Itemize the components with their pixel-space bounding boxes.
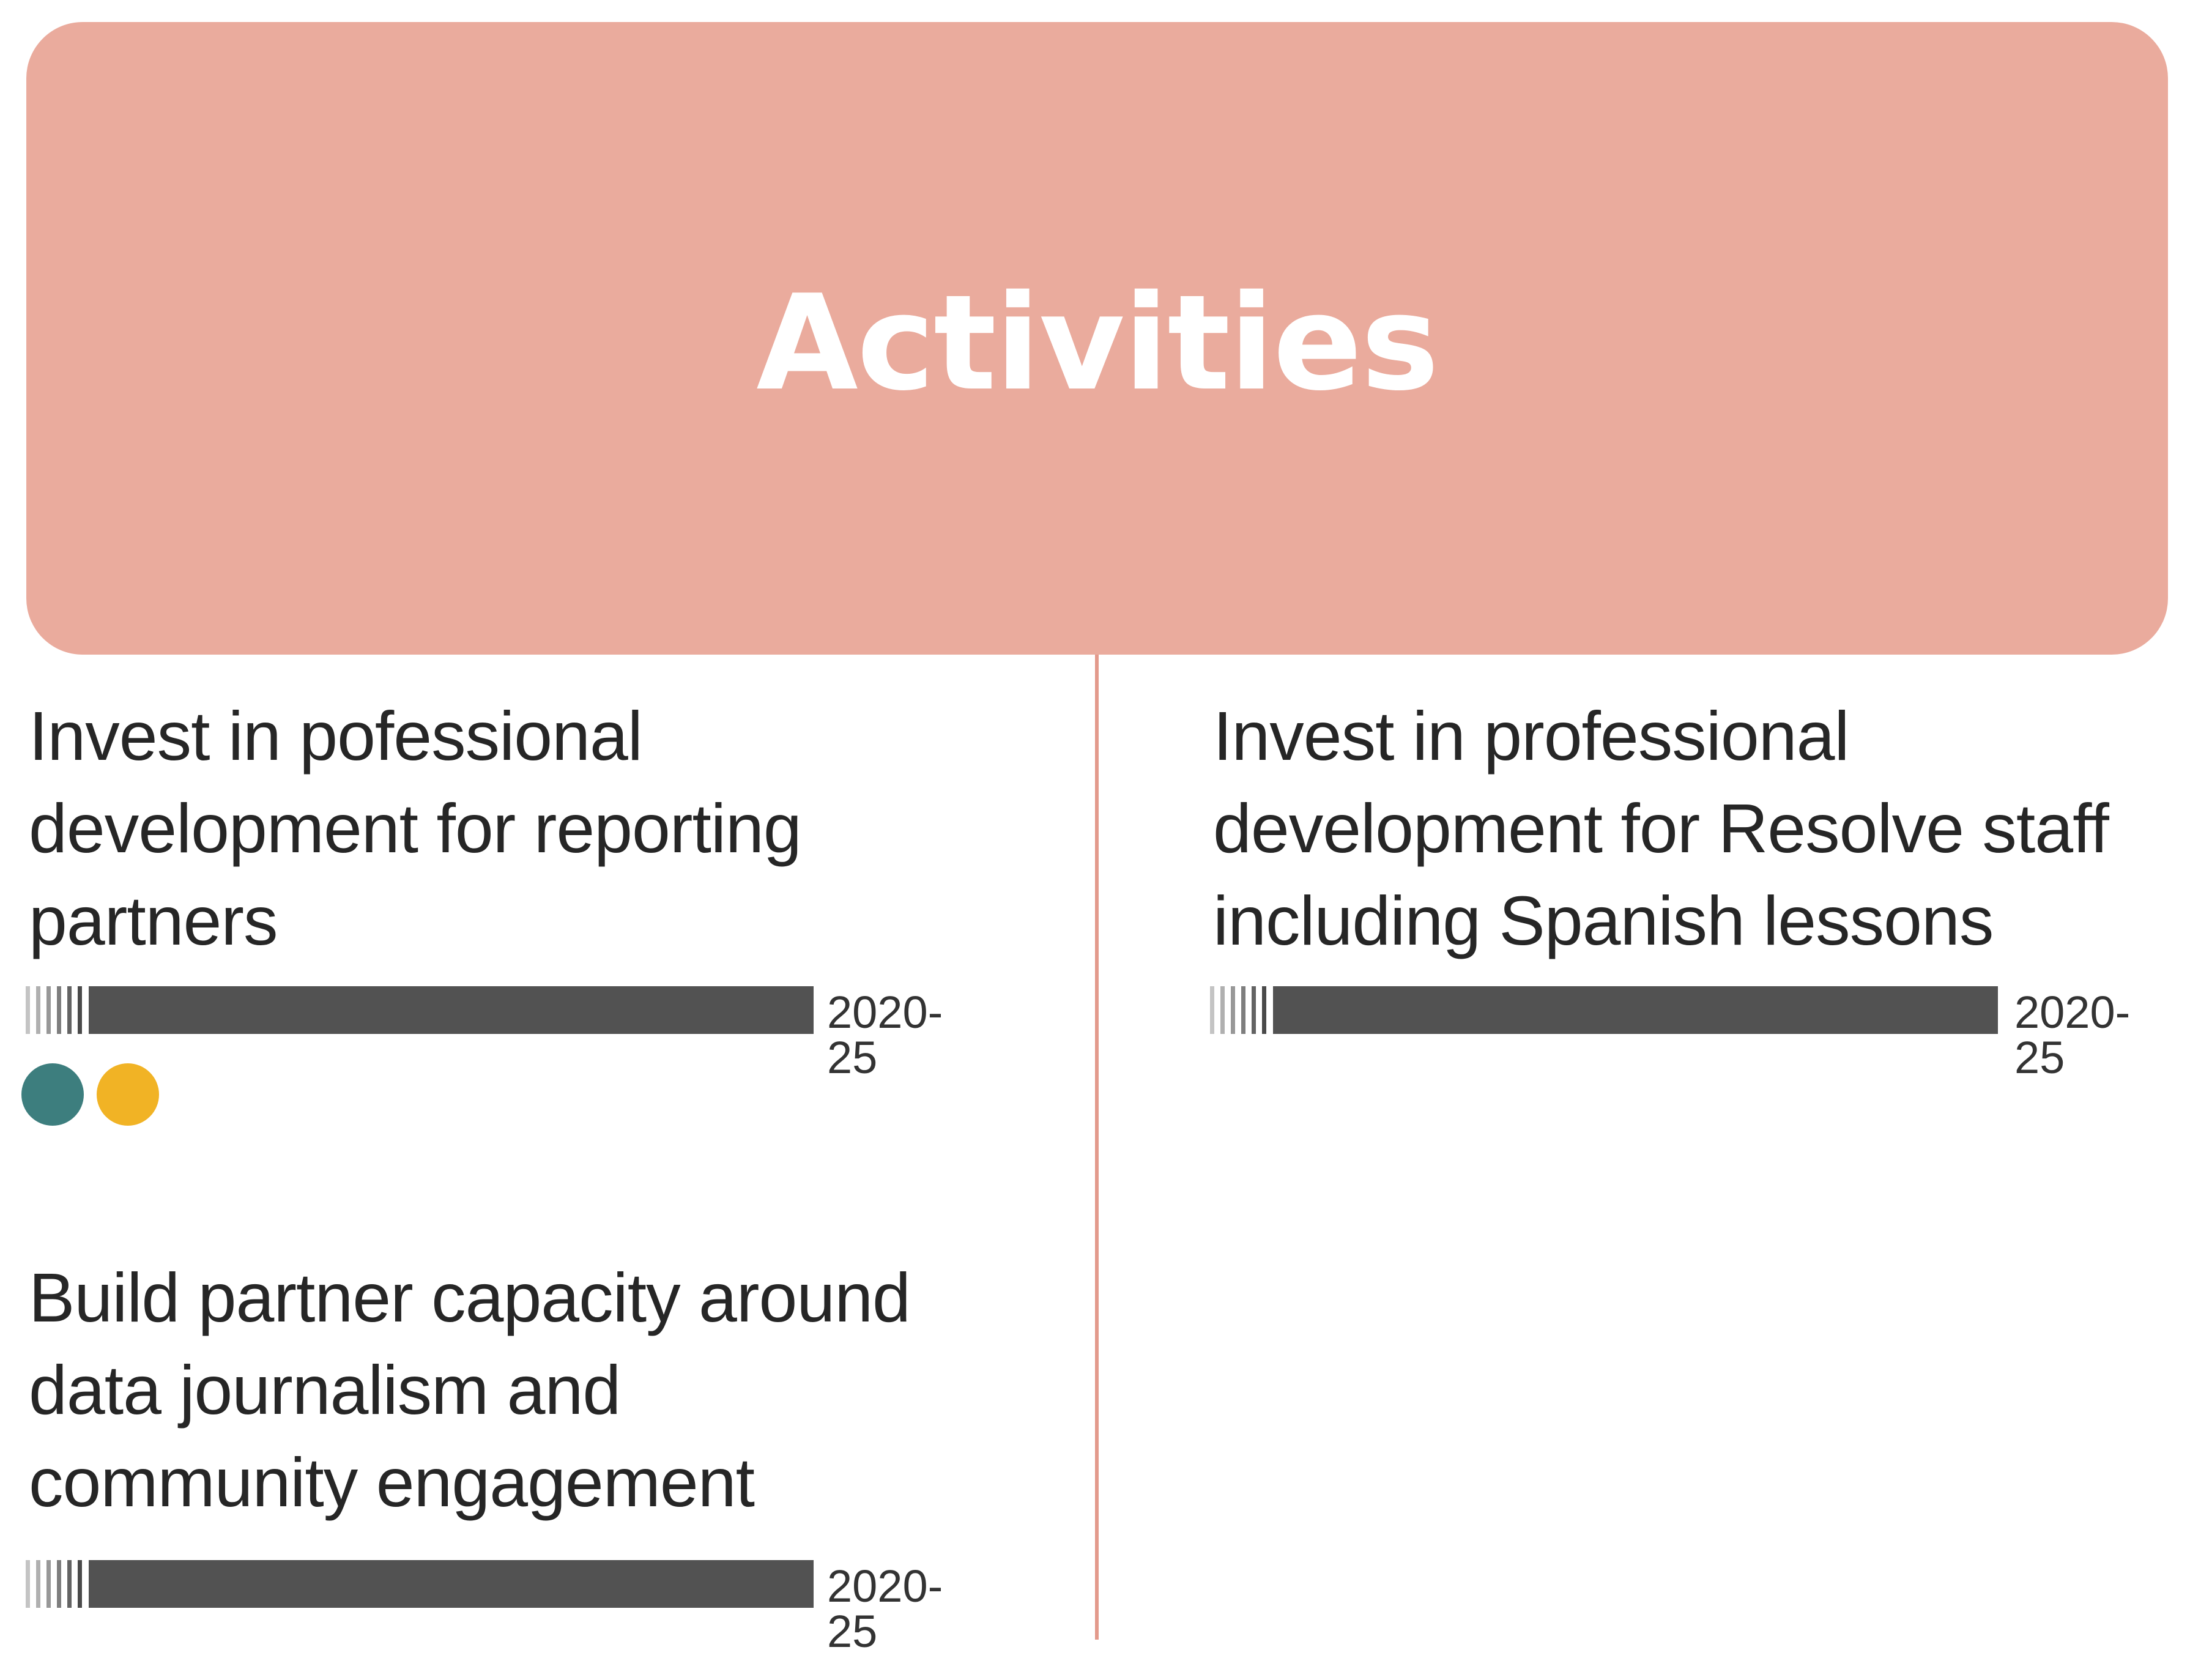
activity-card-resolve-staff: Invest in professional development for R… <box>1210 690 2167 1080</box>
activity-description: Invest in professional development for R… <box>1213 697 2109 959</box>
timeline-bar <box>89 986 814 1034</box>
hatch-stripe <box>1231 986 1235 1034</box>
activities-header: Activities <box>26 22 2168 655</box>
hatch-stripe <box>46 986 51 1034</box>
hatch-stripe <box>36 1560 40 1608</box>
timeline-years: 2020-25 <box>827 987 943 1083</box>
yellow-dot <box>97 1063 159 1126</box>
activity-description: Invest in pofessional development for re… <box>29 697 802 959</box>
teal-dot <box>21 1063 84 1126</box>
hatch-stripe <box>57 986 61 1034</box>
activity-timeline: 2020-25 <box>26 986 980 1080</box>
timeline-years: 2020-25 <box>2014 987 2131 1083</box>
header-title: Activities <box>756 266 1439 420</box>
hatch-stripe <box>57 1560 61 1608</box>
hatch-stripe <box>1210 986 1214 1034</box>
timeline-bar <box>89 1560 814 1608</box>
hatch-stripe <box>1262 986 1266 1034</box>
timeline-hatch <box>26 1560 86 1608</box>
hatch-stripe <box>26 986 30 1034</box>
timeline-hatch <box>1210 986 1270 1034</box>
timeline-years: 2020-25 <box>827 1561 943 1657</box>
hatch-stripe <box>78 986 82 1034</box>
hatch-stripe <box>36 986 40 1034</box>
hatch-stripe <box>1220 986 1225 1034</box>
timeline-bar <box>1273 986 1998 1034</box>
activity-timeline: 2020-25 <box>1210 986 2164 1080</box>
activity-timeline: 2020-25 <box>26 1560 980 1654</box>
hatch-stripe <box>67 986 72 1034</box>
hatch-stripe <box>67 1560 72 1608</box>
activity-description: Build partner capacity around data journ… <box>29 1259 911 1521</box>
hatch-stripe <box>26 1560 30 1608</box>
activity-card-data-journalism: Build partner capacity around data journ… <box>26 1252 1056 1654</box>
timeline-hatch <box>26 986 86 1034</box>
hatch-stripe <box>78 1560 82 1608</box>
hatch-stripe <box>1241 986 1245 1034</box>
column-divider <box>1095 655 1099 1640</box>
hatch-stripe <box>46 1560 51 1608</box>
activity-card-reporting-partners: Invest in pofessional development for re… <box>26 690 1056 1080</box>
hatch-stripe <box>1252 986 1256 1034</box>
